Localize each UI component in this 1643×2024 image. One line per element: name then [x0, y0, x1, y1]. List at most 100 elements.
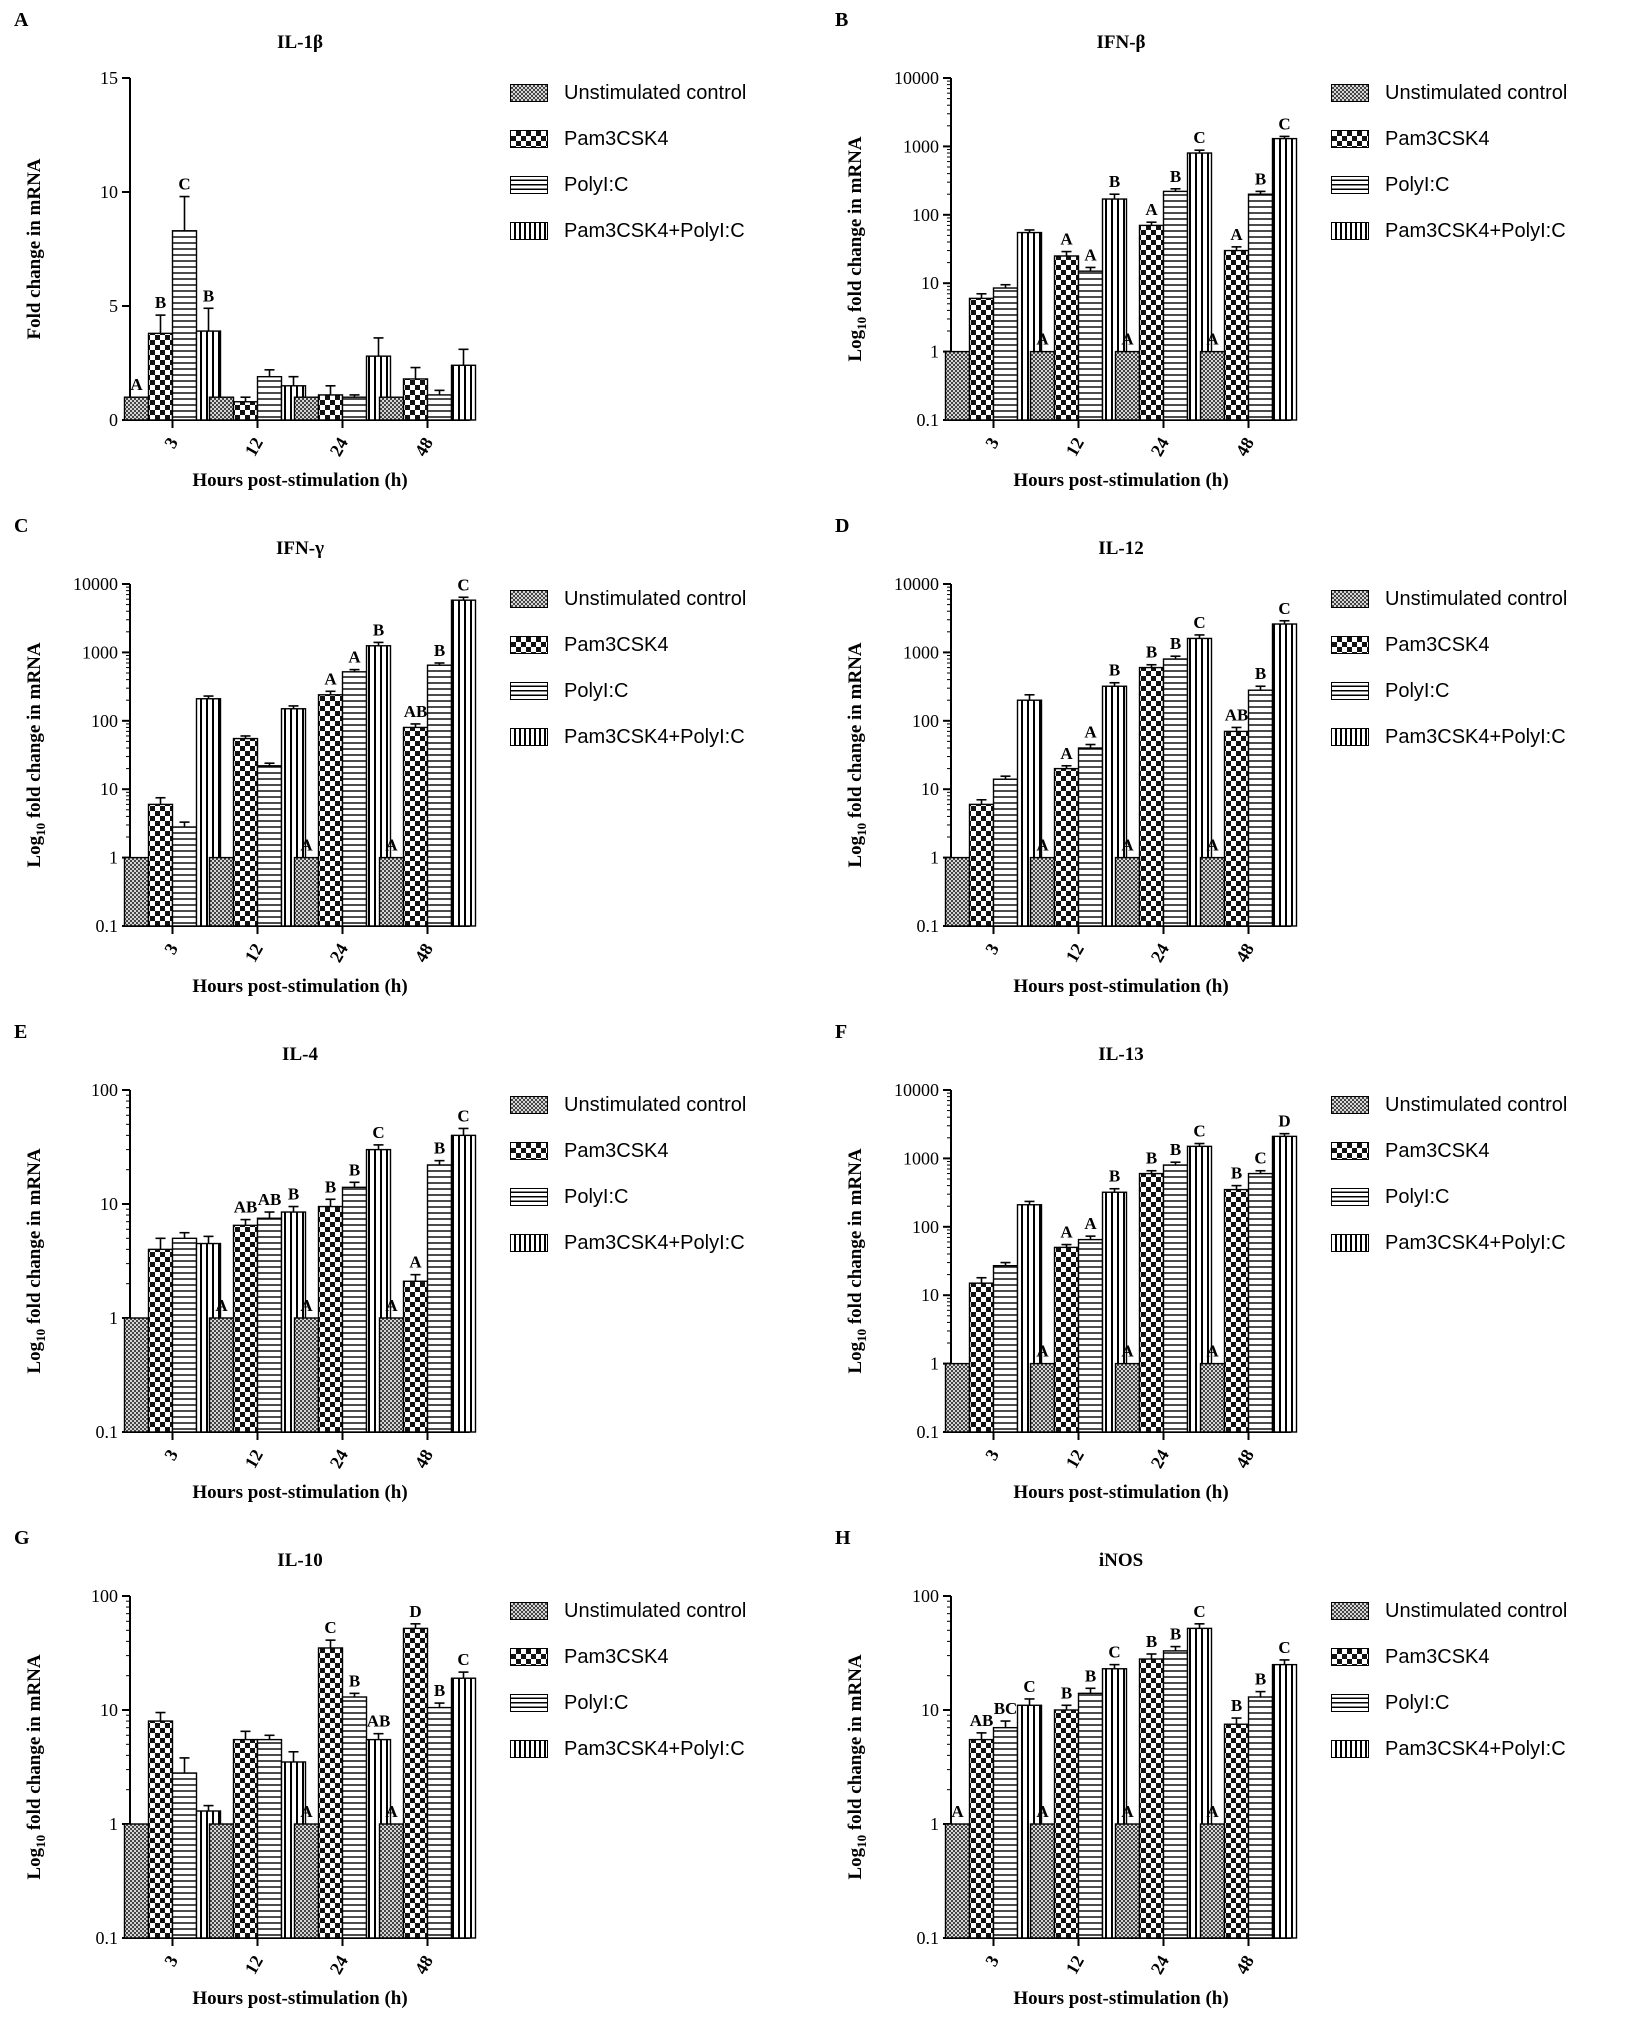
y-axis-label: Log10 fold change in mRNA	[845, 642, 869, 867]
bar-dots-fine-12h	[208, 396, 235, 421]
legend-item: Pam3CSK4	[510, 116, 810, 162]
bar-hstripe-3h	[992, 287, 1019, 421]
bar-hstripe-12h	[1077, 270, 1104, 421]
legend-item: PolyI:C	[1331, 668, 1631, 714]
legend-item: Pam3CSK4+PolyI:C	[1331, 208, 1631, 254]
bar-checker-48h	[402, 726, 429, 927]
bar-dots-fine-48h	[1199, 1362, 1226, 1433]
bar-checker-48h	[402, 378, 429, 421]
significance-label: A	[215, 1296, 228, 1315]
chart-panel-b: B IFN-β Log10 fold change in mRNA 0.1 1 10 100…	[821, 0, 1642, 506]
bar-checker-3h	[147, 1248, 174, 1433]
significance-label: AB	[234, 1198, 258, 1217]
bar-dots-fine-48h	[1199, 350, 1226, 421]
bar-dots-fine-3h	[123, 1823, 150, 1939]
bar-hstripe-48h	[1247, 1172, 1274, 1433]
legend-label: Unstimulated control	[1385, 1093, 1568, 1116]
bar-checker-3h	[968, 1282, 995, 1433]
bar-dots-fine-12h	[208, 1317, 235, 1433]
y-tick-label: 15	[100, 68, 118, 88]
significance-label: A	[1206, 1802, 1219, 1821]
chart-svg: D IL-12 Log10 fold change in mRNA 0.1 1 10 100…	[835, 515, 1298, 997]
legend: Unstimulated control Pam3CSK4 PolyI:C Pam3C…	[1331, 70, 1631, 254]
x-tick-label: 48	[411, 1446, 437, 1472]
legend-item: Pam3CSK4+PolyI:C	[510, 208, 810, 254]
legend-label: Pam3CSK4	[1385, 127, 1490, 150]
legend-swatch	[510, 1096, 548, 1114]
x-axis-label: Hours post-stimulation (h)	[192, 470, 407, 491]
legend: Unstimulated control Pam3CSK4 PolyI:C Pam3C…	[1331, 1588, 1631, 1772]
y-tick-label: 10000	[894, 574, 939, 594]
legend-item: Pam3CSK4+PolyI:C	[510, 1726, 810, 1772]
bar-checker-12h	[232, 737, 259, 927]
panel-letter: B	[835, 9, 848, 31]
significance-label: B	[288, 1185, 299, 1204]
bar-checker-3h	[147, 1720, 174, 1939]
bar-dots-fine-12h	[208, 1823, 235, 1939]
y-tick-label: 0.1	[96, 916, 119, 936]
legend-swatch	[510, 84, 548, 102]
legend-label: PolyI:C	[564, 1691, 629, 1714]
chart-panel-g: G IL-10 Log10 fold change in mRNA 0.1 1 10 100…	[0, 1518, 821, 2024]
bar-checker-12h	[1053, 255, 1080, 421]
bar-dots-fine-48h	[378, 1317, 405, 1433]
legend-item: PolyI:C	[510, 1680, 810, 1726]
significance-label: C	[1193, 613, 1205, 632]
x-axis-label: Hours post-stimulation (h)	[1013, 470, 1228, 491]
bar-hstripe-3h	[171, 1772, 198, 1939]
legend-label: Unstimulated control	[1385, 81, 1568, 104]
y-tick-label: 10000	[894, 68, 939, 88]
significance-label: B	[1109, 661, 1120, 680]
legend-item: Pam3CSK4+PolyI:C	[1331, 714, 1631, 760]
legend-item: Unstimulated control	[510, 70, 810, 116]
legend-item: PolyI:C	[1331, 162, 1631, 208]
bar-hstripe-3h	[171, 1237, 198, 1433]
x-axis-label: Hours post-stimulation (h)	[192, 1482, 407, 1503]
bar-hstripe-48h	[426, 664, 453, 927]
significance-label: C	[1193, 1122, 1205, 1141]
chart-title: IL-1β	[277, 32, 323, 53]
significance-label: B	[373, 620, 384, 639]
bar-hstripe-48h	[426, 1706, 453, 1939]
bar-hstripe-12h	[1077, 1692, 1104, 1939]
bar-dots-fine-24h	[293, 1823, 320, 1939]
bar-checker-3h	[968, 297, 995, 421]
y-tick-label: 100	[91, 1080, 118, 1100]
chart-svg: A IL-1β Fold change in mRNA 0 5 10 15 3 A B C B 12 24…	[14, 9, 477, 491]
legend: Unstimulated control Pam3CSK4 PolyI:C Pam3C…	[510, 576, 810, 760]
significance-label: B	[1255, 1670, 1266, 1689]
bar-hstripe-24h	[1162, 1164, 1189, 1433]
legend-swatch	[510, 728, 548, 746]
significance-label: A	[1121, 330, 1134, 349]
legend-swatch	[510, 176, 548, 194]
significance-label: C	[457, 1106, 469, 1125]
legend-item: Unstimulated control	[1331, 1082, 1631, 1128]
significance-label: AB	[258, 1190, 282, 1209]
legend-swatch	[1331, 1694, 1369, 1712]
bar-checker-24h	[317, 394, 344, 421]
significance-label: B	[1170, 634, 1181, 653]
significance-label: C	[324, 1618, 336, 1637]
significance-label: C	[372, 1123, 384, 1142]
significance-label: A	[1036, 836, 1049, 855]
x-tick-label: 3	[160, 940, 182, 958]
legend-label: Pam3CSK4+PolyI:C	[564, 725, 745, 748]
y-tick-label: 100	[912, 205, 939, 225]
legend-label: Pam3CSK4+PolyI:C	[1385, 725, 1566, 748]
x-tick-label: 48	[411, 1952, 437, 1978]
significance-label: B	[325, 1177, 336, 1196]
bar-hstripe-48h	[1247, 689, 1274, 927]
bar-dots-fine-24h	[293, 856, 320, 927]
chart-svg: B IFN-β Log10 fold change in mRNA 0.1 1 10 100…	[835, 9, 1298, 491]
significance-label: B	[1146, 1149, 1157, 1168]
bar-hstripe-12h	[256, 375, 283, 421]
x-tick-label: 3	[160, 434, 182, 452]
x-tick-label: 12	[1062, 434, 1088, 460]
chart-svg: E IL-4 Log10 fold change in mRNA 0.1 1 10 100 3…	[14, 1021, 477, 1503]
bar-hstripe-3h	[171, 230, 198, 421]
chart-svg: C IFN-γ Log10 fold change in mRNA 0.1 1 10 100…	[14, 515, 477, 997]
bar-checker-12h	[232, 1224, 259, 1433]
legend-label: Pam3CSK4	[1385, 633, 1490, 656]
significance-label: B	[434, 1681, 445, 1700]
legend-label: Pam3CSK4	[1385, 1139, 1490, 1162]
